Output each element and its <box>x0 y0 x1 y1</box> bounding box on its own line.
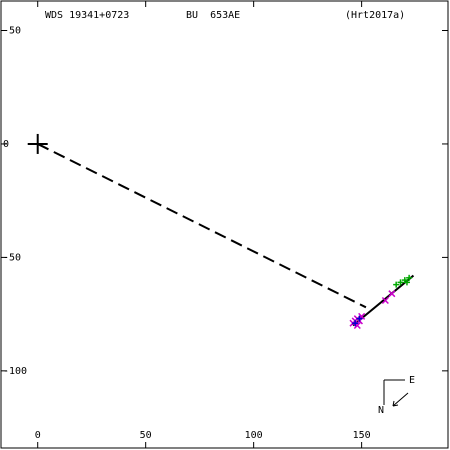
y-tick-label: -100 <box>3 366 27 377</box>
header-system-id: WDS 19341+0723 <box>45 10 130 21</box>
data-point-x-b <box>381 296 389 305</box>
x-tick-label: 0 <box>35 430 41 441</box>
compass-arrow-head-a <box>392 404 399 407</box>
x-tick-label: 50 <box>140 430 152 441</box>
orbit-lines <box>27 133 415 327</box>
y-tick-label: 0 <box>3 139 9 150</box>
y-tick-label: -50 <box>3 252 21 263</box>
separation-dashed-line <box>37 143 367 309</box>
x-tick-label: 100 <box>245 430 263 441</box>
compass-north-label: N <box>378 405 384 416</box>
x-tick-label: 150 <box>353 430 371 441</box>
data-point-x-b <box>353 321 361 330</box>
header-reference: (Hrt2017a) <box>345 10 406 21</box>
compass-east-label: E <box>409 375 415 386</box>
tick-labels: 0 50 100 150 -50 0 -50 -100 <box>3 25 371 441</box>
compass-arrow-head-b <box>392 400 395 407</box>
compass-arrow-line <box>392 392 409 407</box>
y-tick-label: -50 <box>3 25 21 36</box>
data-point-x-b <box>388 290 396 298</box>
compass-indicator: E N <box>378 375 415 416</box>
header-pair-id: BU 653AE <box>186 10 241 21</box>
data-points <box>349 274 413 330</box>
